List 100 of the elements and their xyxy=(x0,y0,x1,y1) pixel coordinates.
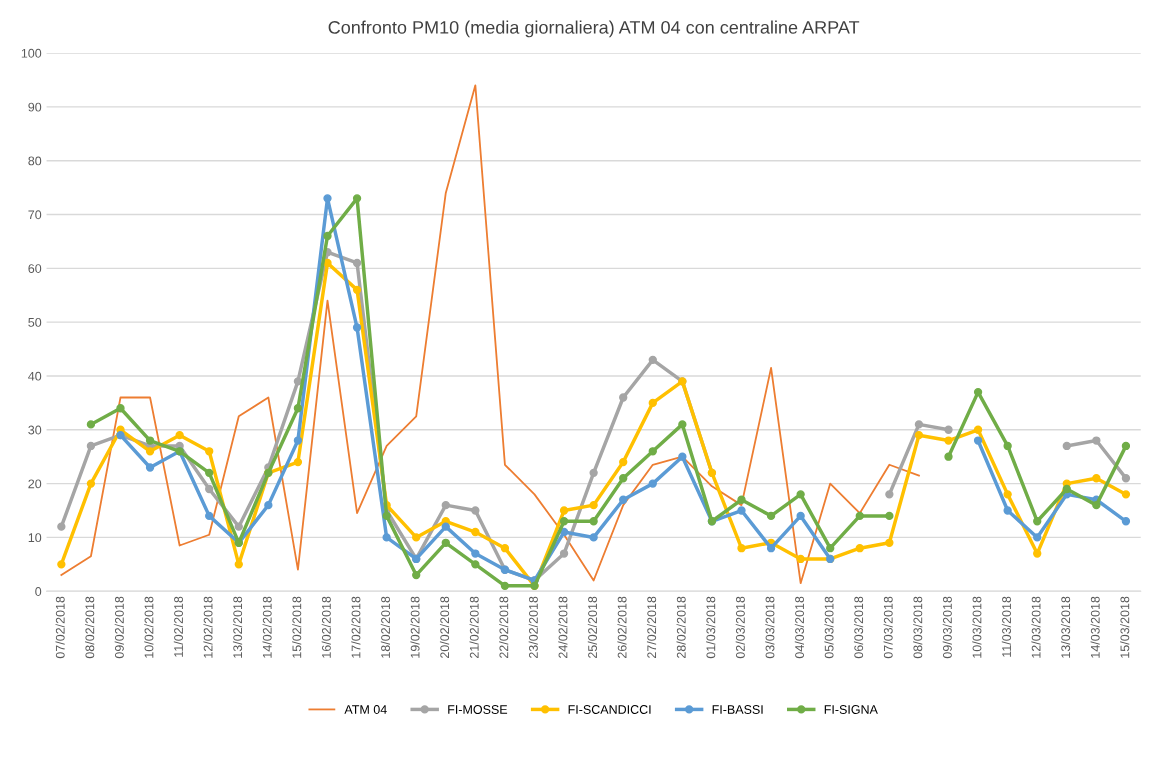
x-tick-label: 26/02/2018 xyxy=(617,596,627,659)
point xyxy=(1092,474,1101,483)
x-tick-label: 28/02/2018 xyxy=(676,596,686,659)
x-tick-label: 15/02/2018 xyxy=(292,596,302,658)
point xyxy=(1003,441,1012,451)
point xyxy=(826,544,835,553)
y-tick-label: 100 xyxy=(21,48,42,58)
point xyxy=(293,404,303,413)
legend-label: FI-SIGNA xyxy=(824,705,878,714)
point xyxy=(855,544,864,553)
point xyxy=(145,463,155,472)
x-tick-label: 12/02/2018 xyxy=(203,596,213,658)
point xyxy=(441,500,450,510)
x-tick-label: 08/02/2018 xyxy=(85,596,95,659)
x-tick-label: 01/03/2018 xyxy=(706,596,716,659)
x-tick-label: 04/03/2018 xyxy=(794,596,804,659)
point xyxy=(589,468,598,478)
point xyxy=(796,490,805,499)
point xyxy=(1121,441,1131,451)
point xyxy=(352,258,362,268)
point xyxy=(944,436,953,445)
point xyxy=(589,533,598,542)
point xyxy=(205,484,214,494)
point xyxy=(1121,517,1131,526)
point xyxy=(234,522,243,531)
point xyxy=(57,560,66,569)
point xyxy=(559,549,569,558)
point xyxy=(412,570,421,580)
x-tick-label: 08/03/2018 xyxy=(913,596,923,659)
x-tick-label: 27/02/2018 xyxy=(646,596,657,659)
x-tick-label: 05/03/2018 xyxy=(824,596,834,659)
point xyxy=(619,474,628,483)
point xyxy=(1092,436,1101,445)
point xyxy=(737,544,746,553)
x-tick-label: 22/02/2018 xyxy=(499,596,509,659)
point xyxy=(205,511,214,521)
point xyxy=(1062,441,1071,451)
point xyxy=(86,420,96,429)
y-tick-label: 50 xyxy=(28,317,42,327)
point xyxy=(57,522,66,531)
point xyxy=(914,420,924,429)
x-tick-label: 11/02/2018 xyxy=(173,596,183,657)
x-tick-label: 14/03/2018 xyxy=(1090,596,1100,658)
point xyxy=(86,441,96,451)
point xyxy=(323,258,332,268)
point xyxy=(145,436,155,445)
point xyxy=(885,490,894,499)
x-tick-label: 20/02/2018 xyxy=(439,596,450,659)
point xyxy=(973,387,983,397)
y-tick-label: 80 xyxy=(28,156,42,166)
x-tick-label: 06/03/2018 xyxy=(853,596,864,659)
x-tick-label: 17/02/2018 xyxy=(351,596,361,658)
point xyxy=(1121,490,1131,499)
point xyxy=(234,560,243,569)
x-tick-label: 11/03/2018 xyxy=(1001,596,1011,657)
x-tick-label: 16/02/2018 xyxy=(321,596,331,658)
point xyxy=(471,506,480,515)
point xyxy=(737,495,746,504)
x-tick-label: 14/02/2018 xyxy=(262,596,272,658)
y-tick-label: 40 xyxy=(28,371,42,381)
chart-title: Confronto PM10 (media giornaliera) ATM 04 con centraline ARPAT xyxy=(328,20,860,38)
point xyxy=(264,500,273,510)
point xyxy=(412,533,421,542)
point xyxy=(205,447,214,456)
point xyxy=(737,506,746,515)
point xyxy=(648,398,657,408)
legend-label: FI-BASSI xyxy=(712,705,763,714)
x-tick-label: 12/03/2018 xyxy=(1031,596,1041,658)
y-tick-label: 20 xyxy=(28,479,42,489)
point xyxy=(1003,490,1012,499)
x-tick-label: 09/03/2018 xyxy=(942,596,952,659)
point xyxy=(619,457,628,467)
x-tick-label: 15/03/2018 xyxy=(1120,596,1130,658)
x-tick-label: 25/02/2018 xyxy=(587,596,597,659)
point xyxy=(500,544,510,553)
point xyxy=(619,393,628,402)
point xyxy=(855,511,864,521)
point xyxy=(382,533,391,542)
x-tick-label: 07/03/2018 xyxy=(883,596,893,659)
point xyxy=(648,479,657,488)
x-tick-label: 19/02/2018 xyxy=(410,596,420,658)
point xyxy=(323,194,332,203)
point xyxy=(1003,506,1012,515)
x-tick-label: 03/03/2018 xyxy=(765,596,775,659)
point xyxy=(1092,500,1101,510)
point xyxy=(1121,474,1131,483)
point xyxy=(796,554,805,564)
point xyxy=(175,431,184,440)
point xyxy=(648,355,657,364)
x-tick-label: 02/03/2018 xyxy=(735,596,745,659)
legend-label: FI-SCANDICCI xyxy=(568,705,651,714)
point xyxy=(382,511,391,521)
point xyxy=(885,511,894,521)
point xyxy=(116,404,125,413)
y-tick-label: 30 xyxy=(28,425,42,435)
point xyxy=(145,447,155,456)
y-tick-label: 10 xyxy=(28,533,42,543)
point xyxy=(471,549,480,558)
point xyxy=(619,495,628,504)
y-tick-label: 0 xyxy=(35,587,42,596)
